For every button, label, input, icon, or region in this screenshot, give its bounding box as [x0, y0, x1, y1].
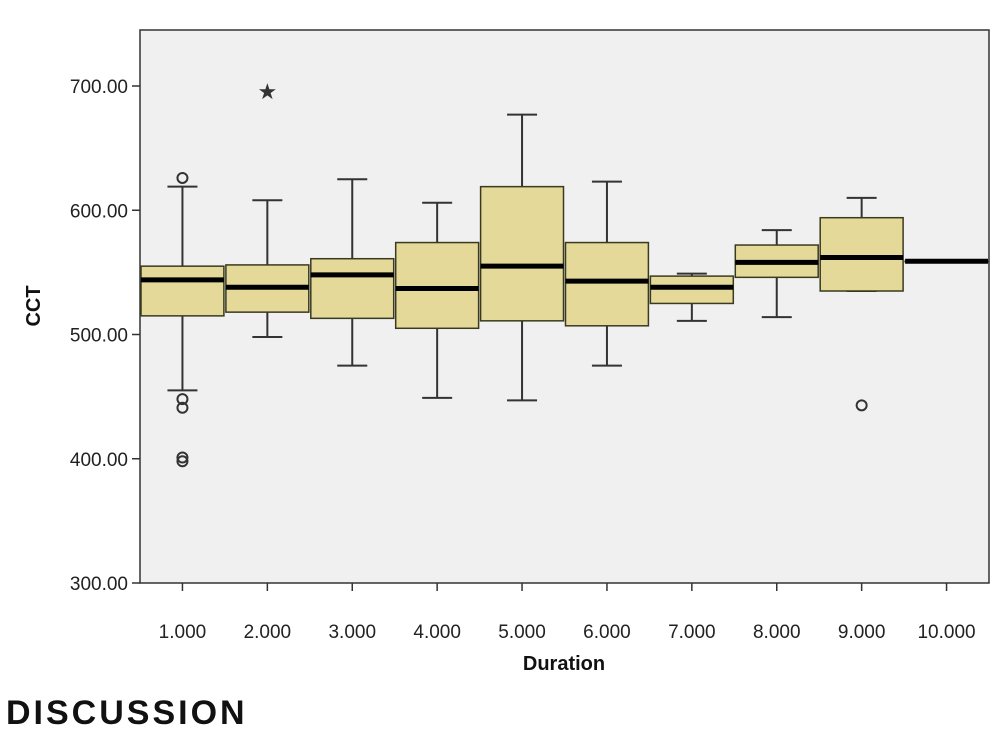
box-2.000: ★ [225, 80, 310, 338]
box-4.000 [394, 201, 480, 399]
x-tick-label: 7.000 [668, 622, 716, 643]
x-tick-label: 8.000 [753, 622, 801, 643]
x-tick-label: 3.000 [328, 622, 376, 643]
box-5.000 [479, 113, 565, 402]
iqr-box [819, 216, 904, 292]
outlier-point [176, 393, 189, 406]
x-tick-label: 2.000 [244, 622, 292, 643]
box-1.000 [140, 171, 225, 468]
y-tick-label: 700.00 [70, 77, 128, 98]
y-tick-label: 400.00 [70, 450, 128, 471]
x-tick-label: 6.000 [583, 622, 631, 643]
box-plot-chart: 300.00 400.00 500.00 600.00 700.00 1.000 2.00… [23, 29, 990, 675]
x-tick-label: 1.000 [159, 622, 207, 643]
y-tick-label: 300.00 [70, 574, 128, 595]
outlier-point [855, 399, 868, 412]
discussion-heading: DISCUSSION [6, 694, 248, 732]
extreme-point: ★ [257, 80, 277, 105]
iqr-box [394, 241, 480, 330]
x-tick-label: 4.000 [413, 622, 461, 643]
iqr-box [140, 265, 225, 317]
x-tick-label: 5.000 [498, 622, 546, 643]
iqr-box [310, 257, 395, 320]
box-10.000 [904, 258, 989, 264]
outlier-point [176, 401, 189, 414]
box-7.000 [649, 272, 735, 322]
y-axis-title: CCT [23, 285, 45, 326]
iqr-box [479, 185, 565, 322]
x-tick-label: 10.000 [917, 622, 975, 643]
y-axis: 300.00 400.00 500.00 600.00 700.00 [70, 77, 140, 595]
iqr-box [564, 241, 650, 327]
box-6.000 [564, 180, 650, 367]
box-8.000 [734, 229, 819, 319]
outlier-point [176, 455, 189, 468]
outlier-point [176, 171, 189, 184]
x-axis: 1.000 2.000 3.000 4.000 5.000 6.000 7.000 8.000… [159, 583, 976, 643]
box-9.000 [819, 196, 904, 412]
outlier-point [176, 451, 189, 464]
box-3.000 [310, 178, 395, 367]
box-series: ★ [140, 80, 989, 468]
y-tick-label: 600.00 [70, 201, 128, 222]
x-tick-label: 9.000 [838, 622, 886, 643]
y-tick-label: 500.00 [70, 326, 128, 347]
x-axis-title: Duration [523, 653, 605, 675]
